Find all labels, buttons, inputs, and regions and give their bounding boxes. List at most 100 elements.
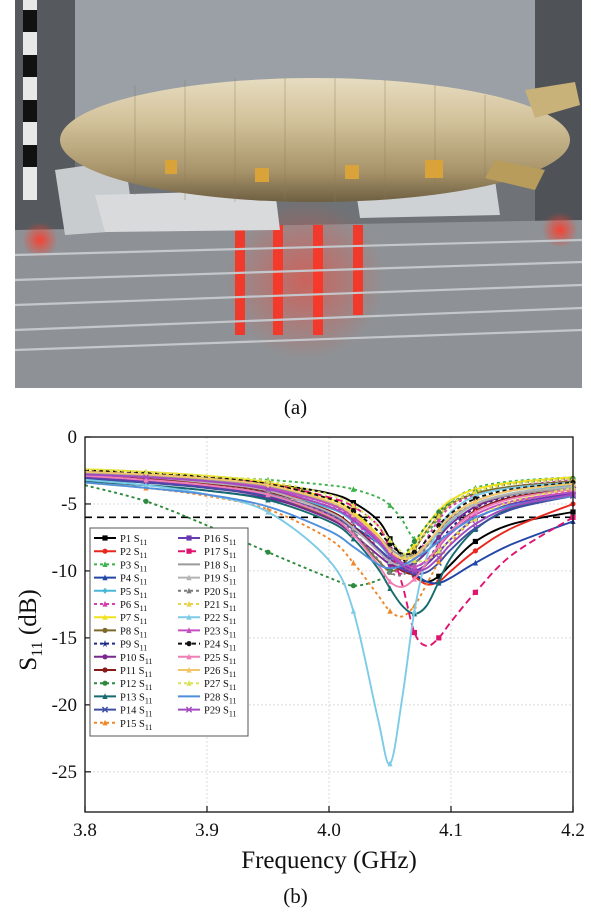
legend-label-main: S [134, 600, 140, 611]
series-line-P27 [84, 468, 574, 563]
legend-marker-P8 [102, 627, 108, 633]
legend-marker-P9 [101, 640, 109, 648]
series-line-P25 [84, 474, 574, 589]
legend-label-sub: 11 [229, 617, 237, 626]
legend-label-P6: P6 S11 [120, 600, 147, 613]
legend-marker-P12 [102, 680, 108, 686]
legend-marker-P13 [102, 693, 108, 699]
legend-entry-P2: P2 S11 [94, 547, 147, 560]
caption-a: (a) [283, 395, 308, 419]
legend-label-main: S [134, 640, 140, 651]
data-point-P24 [411, 549, 417, 555]
x-tick-label: 3.8 [73, 820, 97, 841]
data-point-P3 [350, 486, 356, 492]
legend-label-P1: P1 S11 [120, 534, 147, 547]
legend-label-P12: P12 S11 [120, 679, 153, 692]
data-point-P27 [265, 478, 271, 484]
legend-label-sub: 11 [140, 591, 148, 600]
series-line-P19 [84, 473, 574, 567]
data-point-P21 [472, 488, 478, 495]
legend-entry-P13: P13 S11 [94, 692, 153, 705]
data-point-P17 [472, 589, 478, 595]
legend-label-main: S [134, 613, 140, 624]
data-point-P13 [350, 535, 356, 542]
legend-label-sub: 11 [145, 657, 153, 666]
legend-label-P22: P22 S11 [204, 613, 237, 626]
data-point-P26 [350, 511, 356, 518]
data-point-P13 [436, 578, 442, 585]
data-point-P27 [350, 502, 356, 508]
y-tick-label: -5 [61, 494, 77, 515]
legend-label-P3: P3 S11 [120, 560, 147, 573]
legend-marker-P25 [186, 653, 192, 660]
data-point-P26 [265, 482, 271, 488]
legend-marker-P1 [102, 535, 108, 541]
legend-label-sub: 11 [145, 683, 153, 692]
data-point-P4 [472, 559, 478, 566]
legend-label-P16: P16 S11 [204, 534, 237, 547]
legend-entry-P12: P12 S11 [94, 679, 153, 692]
legend-label-P9: P9 S11 [120, 640, 147, 653]
legend-label-P29: P29 S11 [204, 706, 237, 719]
legend-label-main: S [134, 574, 140, 585]
legend-label-P26: P26 S11 [204, 666, 237, 679]
series-line-P22 [84, 478, 574, 765]
legend-marker-P11 [102, 667, 108, 673]
legend-marker-P4 [102, 574, 108, 581]
legend-label-P7: P7 S11 [120, 613, 147, 626]
legend-label-sub: 11 [229, 591, 237, 600]
legend-label-P20: P20 S11 [204, 587, 237, 600]
y-tick-label: -25 [52, 762, 77, 783]
legend-entry-P9: P9 S11 [94, 640, 147, 653]
legend-label-sub: 11 [229, 657, 237, 666]
legend-label-sub: 11 [229, 683, 237, 692]
series-group [84, 468, 577, 767]
legend-label-sub: 11 [229, 630, 237, 639]
data-point-P17 [436, 635, 442, 641]
data-point-P25 [387, 578, 393, 585]
legend-marker-P16 [186, 535, 192, 541]
legend-label-main: S [139, 706, 145, 717]
legend-label-P14: P14 S11 [120, 706, 153, 719]
photo-illustration [15, 0, 582, 388]
legend-label-sub: 11 [140, 564, 148, 573]
data-point-P22 [387, 760, 393, 767]
data-point-P24 [350, 508, 356, 514]
data-point-P15 [387, 608, 393, 614]
legend-label-P13: P13 S11 [120, 692, 153, 705]
legend-entry-P3: P3 S11 [94, 560, 147, 573]
legend-label-main: S [139, 692, 145, 703]
data-point-P29 [264, 486, 272, 493]
series-line-P15 [84, 481, 574, 618]
legend-label-main: S [223, 534, 229, 545]
data-point-P22 [265, 508, 271, 515]
data-point-P27 [387, 537, 393, 543]
legend-label-P28: P28 S11 [204, 692, 237, 705]
legend-entry-P8: P8 S11 [94, 626, 147, 639]
data-point-P27 [472, 515, 478, 522]
legend-label-main: S [223, 626, 229, 637]
legend-label-sub: 11 [229, 710, 237, 719]
legend-box [89, 527, 249, 737]
y-tick-label: -20 [52, 695, 77, 716]
legend-label-P27: P27 S11 [204, 679, 237, 692]
data-point-P21 [436, 512, 442, 519]
legend-label-main: S [139, 679, 145, 690]
data-point-P12 [411, 538, 417, 545]
legend-entry-P20: P20 S11 [178, 587, 237, 600]
legend-entry-P14: P14 S11 [94, 706, 153, 719]
data-point-P29 [386, 551, 394, 558]
data-point-P20 [387, 569, 393, 575]
legend-label-sub: 11 [145, 696, 153, 705]
legend-marker-P27 [186, 680, 192, 686]
legend-marker-P23 [186, 627, 192, 633]
x-tick-label: 4.2 [561, 820, 585, 841]
legend-label-P21: P21 S11 [204, 600, 237, 613]
series-line-P29 [84, 473, 574, 572]
legend-marker-P19 [186, 574, 192, 581]
data-point-P29 [350, 516, 357, 524]
y-axis-title-sub: 11 [29, 641, 46, 656]
data-point-P25 [411, 575, 417, 582]
y-tick-label: 0 [68, 427, 78, 448]
legend-label-main: S [223, 587, 229, 598]
